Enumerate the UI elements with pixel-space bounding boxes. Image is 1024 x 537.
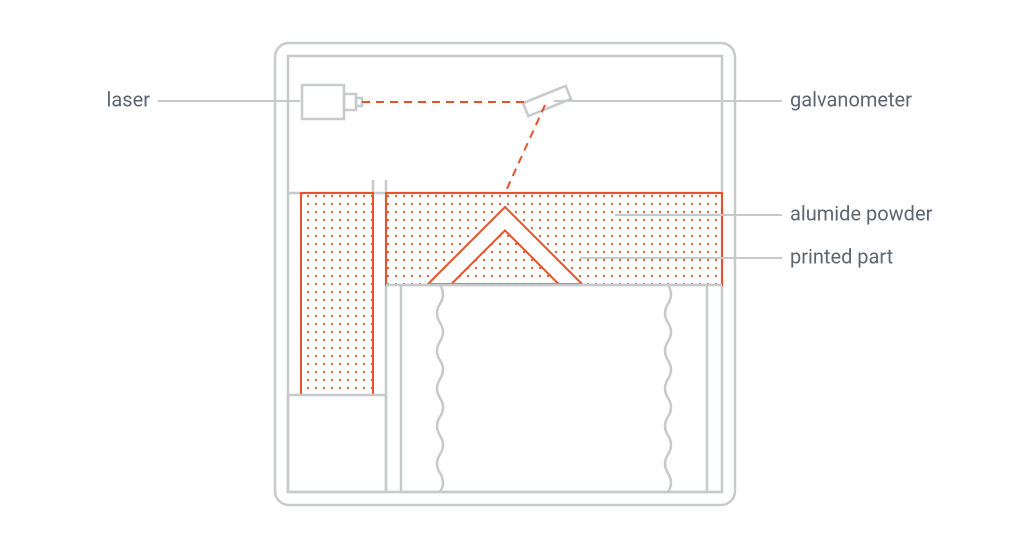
label-alumide_powder-text: alumide powder	[790, 201, 933, 225]
label-galvanometer: galvanometer	[554, 87, 912, 111]
bellows-left	[437, 285, 443, 492]
label-printed_part-text: printed part	[790, 244, 893, 268]
sls-machine-diagram	[275, 43, 735, 505]
label-galvanometer-text: galvanometer	[790, 87, 912, 111]
label-laser: laser	[107, 87, 300, 111]
supply-piston	[288, 395, 386, 492]
powder-bed	[386, 193, 722, 285]
powder-reservoir	[301, 193, 373, 395]
bellows-right	[665, 285, 671, 492]
build-platform	[401, 285, 707, 492]
laser-emitter	[302, 85, 362, 119]
laser-beam-2	[505, 105, 545, 193]
label-laser-text: laser	[107, 87, 151, 111]
